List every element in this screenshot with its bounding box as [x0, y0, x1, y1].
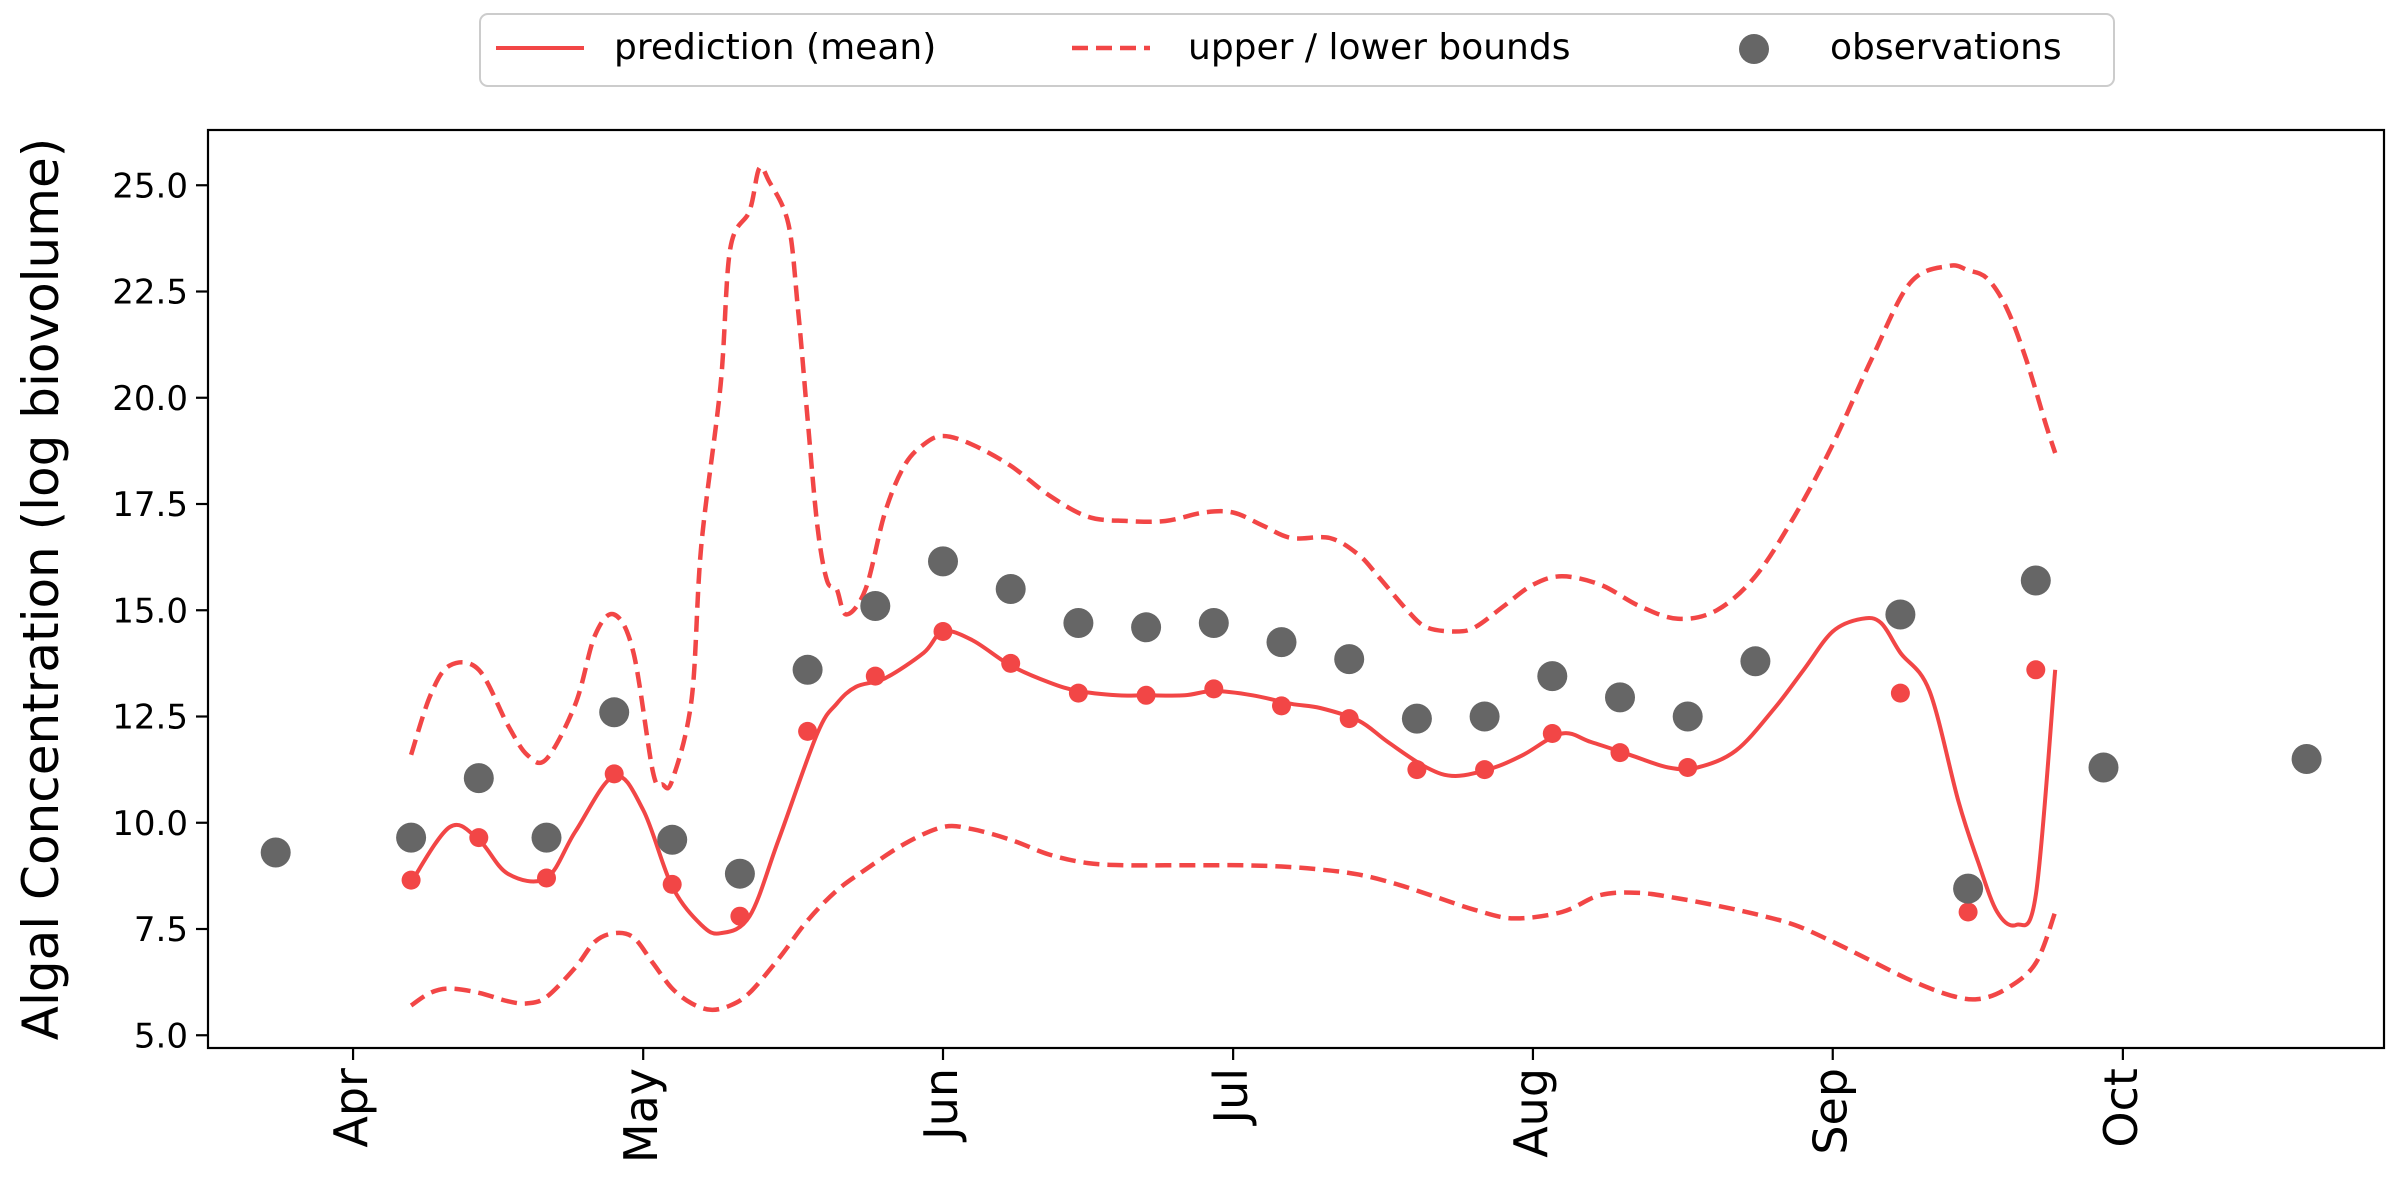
observation-point	[724, 858, 755, 889]
prediction-point	[1475, 760, 1495, 780]
observation-point	[995, 574, 1026, 604]
legend-label-prediction: prediction (mean)	[614, 27, 936, 68]
prediction-point	[604, 764, 624, 784]
prediction-point	[730, 906, 750, 926]
prediction-point	[1542, 724, 1562, 743]
observation-point	[1266, 627, 1297, 658]
x-tick-label: Sep	[1804, 1068, 1858, 1155]
observation-point	[599, 697, 630, 728]
legend-frame	[479, 13, 2115, 87]
observation-point	[2291, 744, 2322, 774]
y-tick-label: 25.0	[112, 166, 188, 206]
observation-point	[1131, 612, 1162, 643]
x-tick-label: Apr	[324, 1068, 378, 1148]
observation-point	[531, 822, 562, 853]
prediction-point	[1204, 679, 1224, 699]
marker-layer	[260, 546, 2322, 926]
prediction-point	[1001, 653, 1021, 673]
y-tick-label: 7.5	[134, 910, 188, 950]
observation-point	[1740, 646, 1771, 677]
series-layer	[408, 164, 2058, 1013]
prediction-point	[1890, 683, 1910, 703]
y-axis-label: Algal Concentration (log biovolume)	[12, 138, 70, 1040]
observation-point	[860, 591, 891, 621]
x-tick-label: Jun	[914, 1068, 968, 1143]
observation-point	[1672, 701, 1703, 732]
prediction-point	[1136, 685, 1156, 705]
observation-point	[1401, 703, 1432, 734]
prediction-point	[1272, 696, 1291, 716]
legend: prediction (mean) upper / lower bounds o…	[479, 13, 2115, 87]
y-tick-label: 10.0	[112, 804, 188, 844]
y-tick-label: 12.5	[112, 698, 188, 738]
prediction-point	[798, 721, 818, 741]
y-tick-label: 5.0	[134, 1016, 188, 1056]
observation-point	[1198, 608, 1229, 638]
y-tick-label: 22.5	[112, 273, 188, 313]
legend-label-bounds: upper / lower bounds	[1188, 27, 1570, 68]
observation-point	[1063, 608, 1094, 638]
x-tick-label: Jul	[1204, 1068, 1258, 1127]
prediction-point	[1339, 709, 1359, 729]
observation-point	[1605, 682, 1635, 713]
x-tick-label: Aug	[1504, 1068, 1558, 1158]
observation-point	[260, 837, 291, 868]
observation-point	[1537, 661, 1568, 692]
y-tick-label: 17.5	[112, 485, 188, 525]
observation-point	[2020, 565, 2051, 596]
observation-point	[792, 654, 823, 685]
observation-point	[1469, 701, 1500, 732]
legend-observation-marker	[1739, 34, 1769, 64]
observation-point	[2088, 752, 2119, 783]
observation-point	[1953, 873, 1984, 904]
y-tick-label: 20.0	[112, 379, 188, 419]
observation-point	[463, 763, 494, 794]
observation-point	[1334, 644, 1365, 675]
lower-bound-line	[409, 823, 2058, 1013]
observation-point	[1885, 599, 1916, 630]
prediction-point	[1610, 743, 1630, 763]
x-tick-label: May	[614, 1068, 668, 1163]
prediction-point	[662, 874, 682, 894]
axes-frame	[206, 128, 2386, 1050]
observation-point	[657, 824, 688, 855]
prediction-line	[409, 615, 2058, 936]
y-axis: 5.0 7.5 10.0 12.5 15.0 17.5 20.0 22.5 25.0	[112, 166, 208, 1056]
prediction-point	[1958, 902, 1978, 922]
x-tick-label: Oct	[2094, 1068, 2148, 1148]
prediction-point	[1678, 758, 1698, 777]
prediction-point	[1407, 760, 1427, 780]
prediction-point	[469, 828, 489, 848]
y-tick-label: 15.0	[112, 591, 188, 631]
prediction-point	[2026, 660, 2046, 680]
prediction-point	[933, 622, 953, 641]
x-axis: Apr May Jun Jul Aug Sep Oct	[324, 1048, 2148, 1163]
prediction-point	[1068, 683, 1088, 703]
legend-label-observations: observations	[1830, 27, 2062, 68]
prediction-point	[537, 868, 556, 888]
upper-bound-line	[408, 164, 2058, 791]
observation-point	[396, 822, 427, 853]
prediction-point	[401, 870, 421, 890]
prediction-point	[865, 666, 885, 686]
observation-point	[928, 546, 958, 577]
